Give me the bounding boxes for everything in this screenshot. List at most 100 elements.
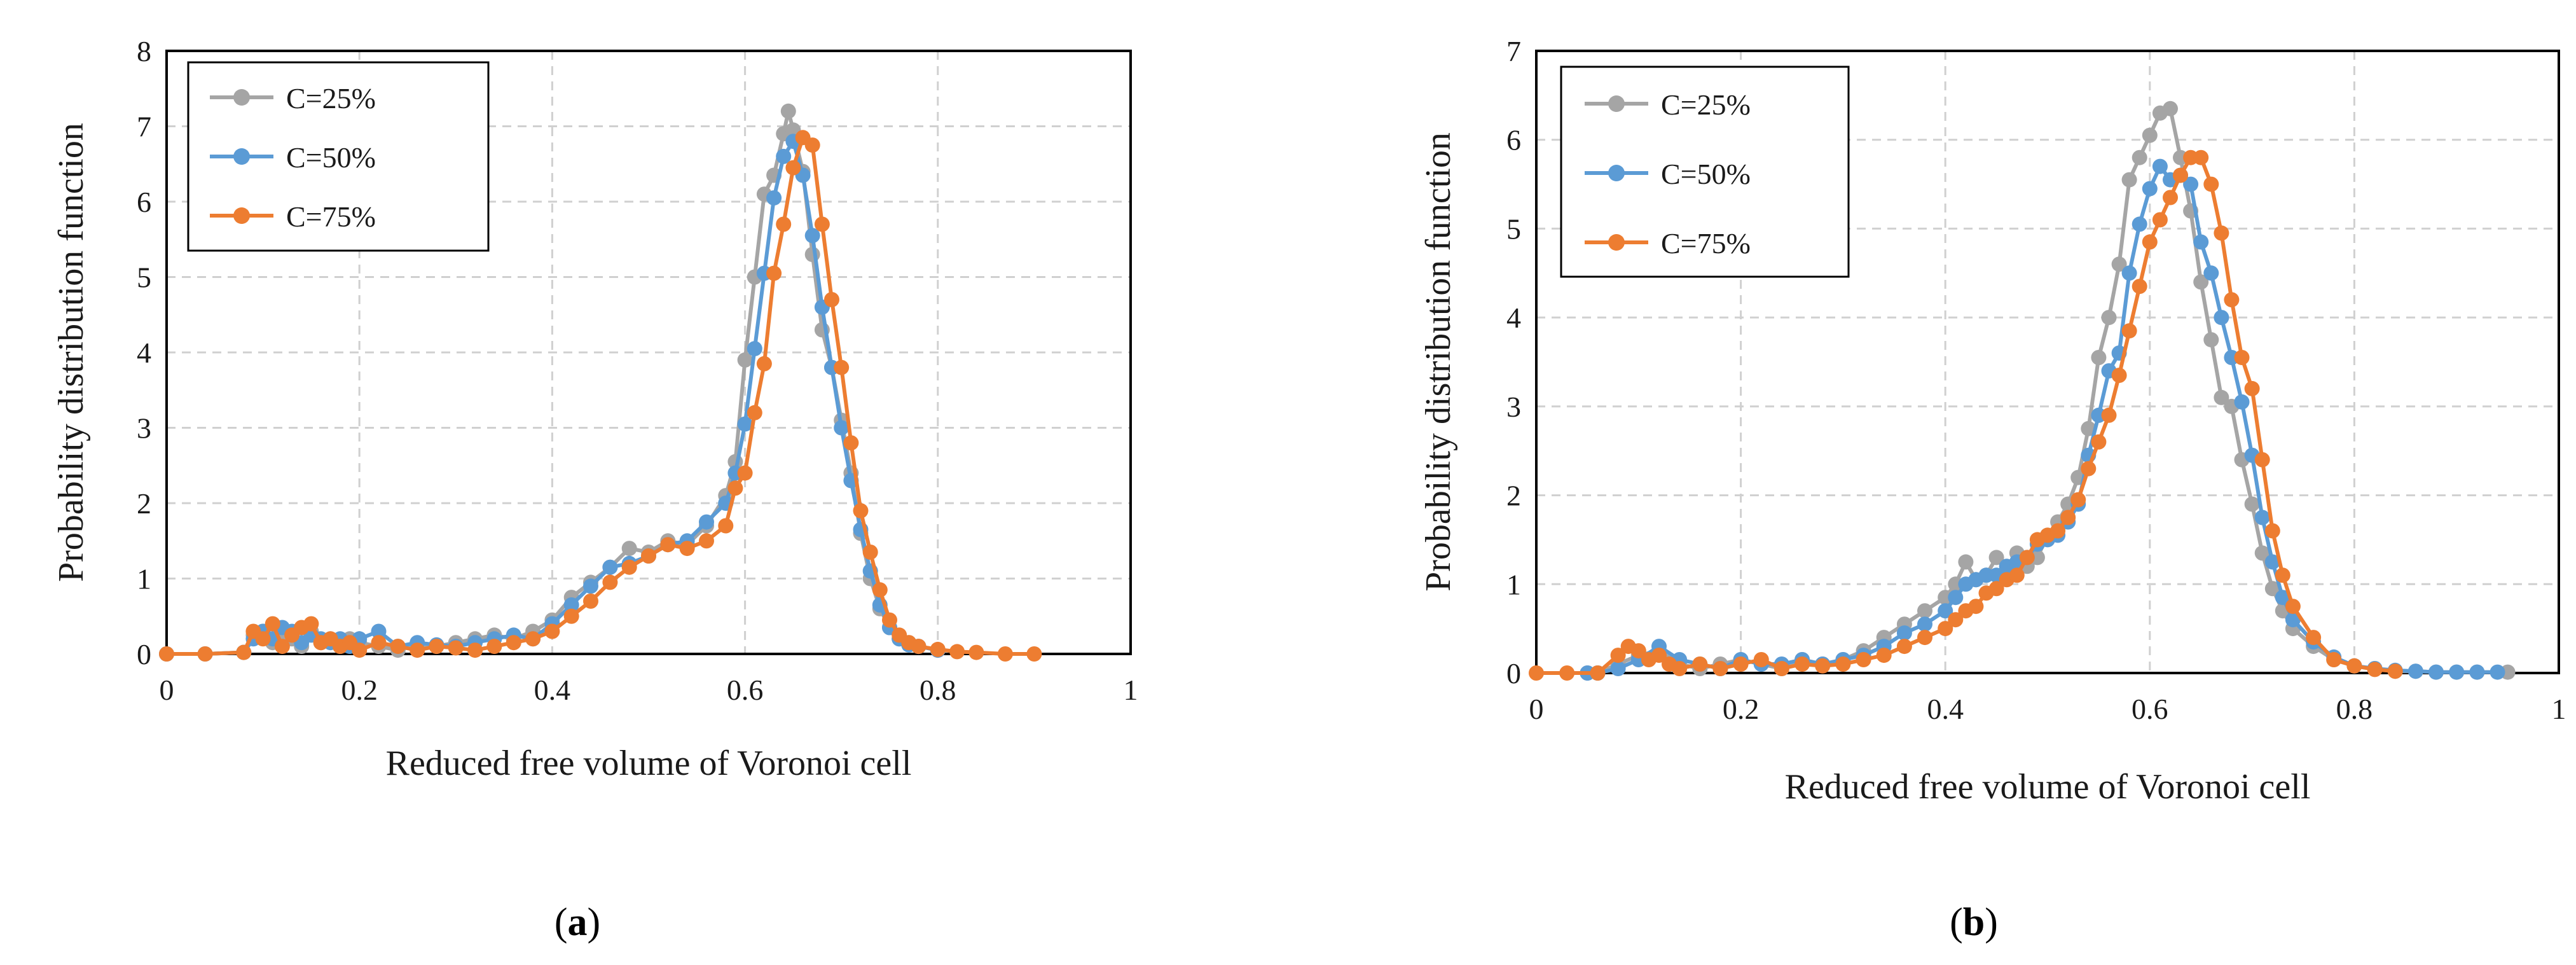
- data-point: [1938, 621, 1953, 637]
- series-layer: [1529, 101, 2516, 681]
- data-point: [583, 594, 598, 609]
- data-point: [2244, 496, 2260, 512]
- data-point: [747, 341, 762, 357]
- series-C=75%: [159, 130, 1042, 662]
- data-point: [2203, 332, 2219, 348]
- data-point: [718, 518, 734, 534]
- data-point: [2285, 599, 2301, 614]
- data-point: [2101, 407, 2117, 423]
- data-point: [949, 644, 965, 660]
- data-point: [2142, 127, 2158, 143]
- data-point: [255, 631, 271, 647]
- data-point: [2285, 612, 2301, 628]
- data-point: [1712, 661, 1728, 676]
- data-point: [236, 644, 252, 660]
- y-tick-label: 4: [1506, 302, 1521, 334]
- data-point: [2254, 545, 2270, 561]
- y-tick-label: 7: [137, 111, 151, 143]
- y-tick-label: 3: [1506, 391, 1521, 423]
- data-point: [747, 405, 762, 420]
- legend-item-c75: C=75%: [1585, 227, 1751, 260]
- data-point: [2111, 368, 2127, 383]
- data-point: [997, 646, 1013, 662]
- data-point: [2203, 265, 2219, 281]
- data-point: [371, 623, 387, 639]
- x-tick-label: 1: [2552, 693, 2566, 725]
- data-point: [660, 537, 676, 553]
- data-point: [2244, 380, 2260, 396]
- x-axis-title: Reduced free volume of Voronoi cell: [386, 744, 912, 783]
- data-point: [834, 420, 850, 436]
- y-tick-label: 0: [1506, 657, 1521, 690]
- data-point: [641, 548, 656, 564]
- legend-label: C=50%: [286, 141, 376, 174]
- data-point: [1733, 656, 1749, 672]
- data-point: [766, 190, 782, 206]
- data-point: [1835, 656, 1851, 672]
- data-point: [2428, 664, 2444, 680]
- data-point: [448, 640, 464, 656]
- y-tick-label: 2: [137, 487, 151, 520]
- data-point: [2234, 350, 2250, 365]
- data-point: [882, 612, 897, 628]
- y-tick-label: 1: [137, 563, 151, 595]
- legend-item-c25: C=25%: [210, 82, 376, 115]
- data-point: [1610, 661, 1626, 676]
- y-tick-label: 3: [137, 412, 151, 445]
- data-point: [2254, 510, 2270, 525]
- data-point: [410, 642, 425, 658]
- data-point: [2019, 550, 2035, 566]
- data-point: [1651, 648, 1667, 663]
- data-point: [621, 559, 637, 575]
- data-point: [930, 641, 946, 657]
- data-point: [804, 228, 820, 244]
- x-tick-label: 0.2: [1723, 693, 1760, 725]
- legend-item-c50: C=50%: [210, 141, 376, 174]
- legend-item-c25: C=25%: [1585, 88, 1751, 121]
- data-point: [371, 635, 387, 651]
- data-point: [1774, 661, 1789, 676]
- data-point: [602, 574, 618, 590]
- y-tick-label: 0: [137, 638, 151, 670]
- data-point: [583, 578, 598, 594]
- x-tick-label: 0.8: [2336, 693, 2373, 725]
- data-point: [2407, 663, 2423, 679]
- data-point: [2264, 523, 2280, 539]
- data-point: [1988, 550, 2004, 566]
- y-tick-label: 2: [1506, 480, 1521, 512]
- data-point: [2264, 554, 2280, 570]
- y-tick-label: 4: [137, 337, 151, 369]
- data-point: [486, 639, 502, 655]
- data-point: [2254, 452, 2270, 468]
- data-point: [1917, 630, 1932, 646]
- data-point: [563, 608, 579, 624]
- data-point: [2132, 149, 2147, 165]
- y-tick-label: 7: [1506, 35, 1521, 67]
- data-point: [2275, 567, 2290, 583]
- data-point: [2490, 664, 2505, 680]
- data-point: [1610, 648, 1626, 663]
- data-point: [853, 503, 869, 518]
- y-tick-label: 5: [1506, 212, 1521, 245]
- data-point: [2346, 658, 2362, 674]
- data-point: [2081, 420, 2097, 436]
- data-point: [1815, 658, 1831, 674]
- data-point: [834, 359, 850, 375]
- data-point: [1692, 656, 1708, 672]
- y-tick-labels: 0 1 2 3 4 5 6 7 8: [137, 35, 151, 670]
- data-point: [390, 639, 406, 655]
- x-tick-label: 1: [1124, 674, 1138, 706]
- x-axis-title: Reduced free volume of Voronoi cell: [1785, 767, 2311, 807]
- data-point: [1958, 554, 1974, 570]
- data-point: [2193, 234, 2209, 250]
- data-point: [814, 216, 830, 232]
- data-point: [2203, 176, 2219, 192]
- data-point: [563, 597, 579, 613]
- data-point: [2060, 510, 2076, 525]
- data-point: [2163, 101, 2178, 116]
- data-point: [2142, 181, 2158, 197]
- data-point: [2121, 323, 2137, 339]
- data-point: [2193, 274, 2209, 290]
- data-point: [1794, 656, 1810, 672]
